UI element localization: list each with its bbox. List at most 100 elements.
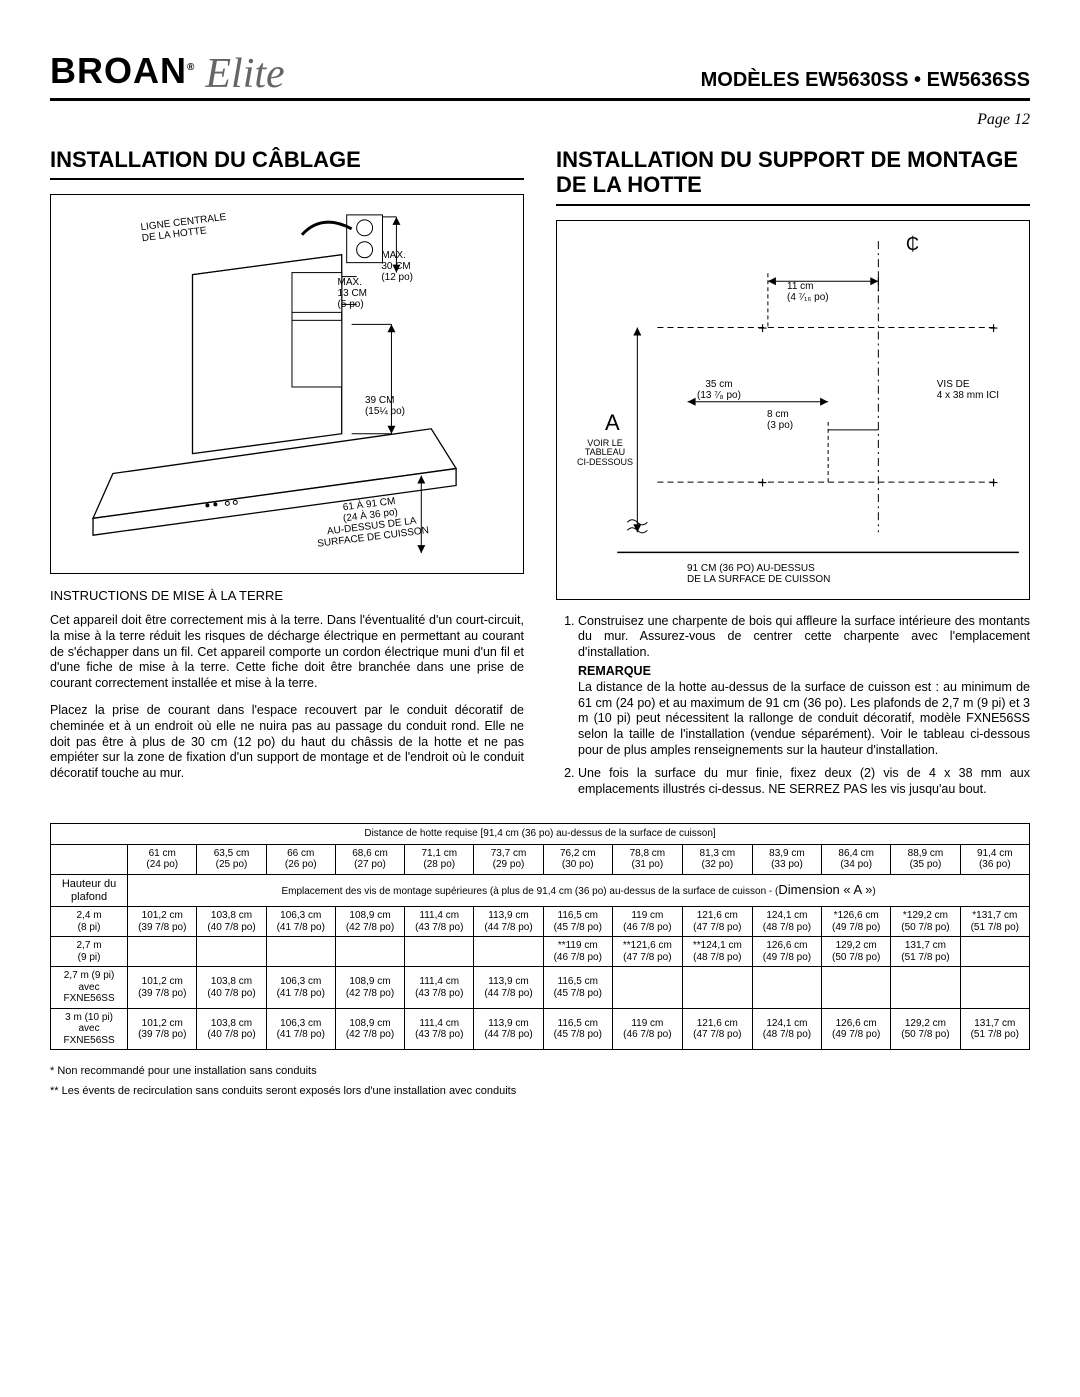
- table-row: 3 m (10 pi)avecFXNE56SS101,2 cm(39 7/8 p…: [51, 1008, 1030, 1050]
- instruction-1: Construisez une charpente de bois qui af…: [578, 614, 1030, 759]
- svg-text:+: +: [758, 319, 767, 337]
- text: 91 CM (36 PO) AU-DESSUS: [687, 563, 815, 574]
- text: (13 ⁷⁄₈ po): [697, 390, 741, 401]
- table-cell: 108,9 cm(42 7/8 po): [335, 967, 404, 1009]
- wiring-figure: LIGNE CENTRALE DE LA HOTTE MAX. 30 CM (1…: [50, 194, 524, 574]
- table-cell: [474, 937, 543, 967]
- dimension-table-wrap: Distance de hotte requise [91,4 cm (36 p…: [50, 823, 1030, 1050]
- table-col-header: 76,2 cm(30 po): [543, 844, 612, 874]
- instruction-2: Une fois la surface du mur finie, fixez …: [578, 766, 1030, 797]
- table-header-row: 61 cm(24 po)63,5 cm(25 po)66 cm(26 po)68…: [51, 844, 1030, 874]
- screw-label: VIS DE 4 x 38 mm ICI: [937, 379, 999, 401]
- table-cell: 126,6 cm(49 7/8 po): [822, 1008, 891, 1050]
- text: 35 cm: [705, 379, 732, 390]
- table-cell: 111,4 cm(43 7/8 po): [405, 1008, 474, 1050]
- text: (3 po): [767, 420, 793, 431]
- table-cell: *131,7 cm(51 7/8 po): [960, 907, 1029, 937]
- text: MAX.: [338, 277, 362, 288]
- table-col-header: 68,6 cm(27 po): [335, 844, 404, 874]
- table-cell: [960, 967, 1029, 1009]
- text: 30 CM: [381, 261, 410, 272]
- table-cell: 129,2 cm(50 7/8 po): [891, 1008, 960, 1050]
- table-cell: 116,5 cm(45 7/8 po): [543, 907, 612, 937]
- table-col-header: 88,9 cm(35 po): [891, 844, 960, 874]
- text: Emplacement des vis de montage supérieur…: [281, 886, 778, 897]
- text: ): [872, 886, 875, 897]
- table-col-header: 91,4 cm(36 po): [960, 844, 1029, 874]
- remarque-label: REMARQUE: [578, 664, 1030, 680]
- table-cell: 119 cm(46 7/8 po): [612, 1008, 682, 1050]
- brand-subname: Elite: [205, 58, 284, 92]
- dimension-table: Distance de hotte requise [91,4 cm (36 p…: [50, 823, 1030, 1050]
- table-cell: 124,1 cm(48 7/8 po): [752, 1008, 821, 1050]
- text: VOIR LE: [587, 438, 623, 448]
- table-cell: [682, 967, 752, 1009]
- bracket-figure: + + + +: [556, 220, 1030, 600]
- table-col-header: 81,3 cm(32 po): [682, 844, 752, 874]
- fig1-label-39: 39 CM (15¼ po): [365, 395, 405, 417]
- text: VIS DE: [937, 379, 970, 390]
- table-row: 2,4 m(8 pi)101,2 cm(39 7/8 po)103,8 cm(4…: [51, 907, 1030, 937]
- dimension-a-caption: Emplacement des vis de montage supérieur…: [128, 874, 1030, 906]
- right-instruction-list: Construisez une charpente de bois qui af…: [556, 614, 1030, 798]
- dim-8cm: 8 cm (3 po): [767, 409, 793, 431]
- table-col-header: 71,1 cm(28 po): [405, 844, 474, 874]
- table-row-label: 2,7 m(9 pi): [51, 937, 128, 967]
- table-cell: *129,2 cm(50 7/8 po): [891, 907, 960, 937]
- brand-name: BROAN®: [50, 50, 195, 92]
- table-corner: [51, 844, 128, 874]
- row-label-ceiling: Hauteur du plafond: [51, 874, 128, 906]
- table-cell: [960, 937, 1029, 967]
- brand-text: BROAN: [50, 50, 187, 91]
- text: (5 po): [338, 299, 364, 310]
- text: 8 cm: [767, 409, 789, 420]
- table-cell: 101,2 cm(39 7/8 po): [128, 907, 197, 937]
- table-cell: 103,8 cm(40 7/8 po): [197, 1008, 266, 1050]
- svg-text:+: +: [758, 474, 767, 492]
- text: TABLEAU: [585, 447, 625, 457]
- table-cell: [266, 937, 335, 967]
- table-col-header: 78,8 cm(31 po): [612, 844, 682, 874]
- table-cell: **119 cm(46 7/8 po): [543, 937, 612, 967]
- table-cell: [891, 967, 960, 1009]
- text: Dimension « A »: [778, 882, 872, 897]
- table-cell: 106,3 cm(41 7/8 po): [266, 1008, 335, 1050]
- table-cell: 131,7 cm(51 7/8 po): [891, 937, 960, 967]
- table-cell: *126,6 cm(49 7/8 po): [822, 907, 891, 937]
- text: 4 x 38 mm ICI: [937, 390, 999, 401]
- dim-11cm: 11 cm (4 ⁷⁄₁₆ po): [787, 281, 829, 303]
- table-cell: 126,6 cm(49 7/8 po): [752, 937, 821, 967]
- footnotes: * Non recommandé pour une installation s…: [50, 1062, 1030, 1102]
- table-cell: 111,4 cm(43 7/8 po): [405, 967, 474, 1009]
- table-cell: 131,7 cm(51 7/8 po): [960, 1008, 1029, 1050]
- remarque-text: La distance de la hotte au-dessus de la …: [578, 680, 1030, 758]
- text: plafond: [71, 891, 107, 903]
- text: MAX.: [381, 250, 405, 261]
- left-para-1: Cet appareil doit être correctement mis …: [50, 613, 524, 691]
- table-col-header: 73,7 cm(29 po): [474, 844, 543, 874]
- table-row-label: 3 m (10 pi)avecFXNE56SS: [51, 1008, 128, 1050]
- table-cell: [335, 937, 404, 967]
- table-cell: 113,9 cm(44 7/8 po): [474, 967, 543, 1009]
- wiring-figure-svg: [51, 195, 523, 573]
- centerline-symbol: ₵: [906, 235, 919, 255]
- page-number: Page 12: [50, 105, 1030, 147]
- table-cell: [197, 937, 266, 967]
- table-col-header: 66 cm(26 po): [266, 844, 335, 874]
- table-cell: 106,3 cm(41 7/8 po): [266, 907, 335, 937]
- grounding-subhead: INSTRUCTIONS DE MISE À LA TERRE: [50, 588, 524, 603]
- text: DE LA SURFACE DE CUISSON: [687, 574, 830, 585]
- dimension-a-label: A: [605, 411, 620, 435]
- text: (12 po): [381, 272, 413, 283]
- see-table-label: VOIR LE TABLEAU CI-DESSOUS: [577, 439, 633, 469]
- table-col-header: 83,9 cm(33 po): [752, 844, 821, 874]
- table-cell: **121,6 cm(47 7/8 po): [612, 937, 682, 967]
- dim-91cm: 91 CM (36 PO) AU-DESSUS DE LA SURFACE DE…: [687, 563, 830, 585]
- right-section-title: INSTALLATION DU SUPPORT DE MONTAGE DE LA…: [556, 147, 1030, 206]
- table-cell: 116,5 cm(45 7/8 po): [543, 1008, 612, 1050]
- left-column: INSTALLATION DU CÂBLAGE: [50, 147, 524, 805]
- table-cell: [612, 967, 682, 1009]
- text: (4 ⁷⁄₁₆ po): [787, 292, 829, 303]
- table-cell: 101,2 cm(39 7/8 po): [128, 1008, 197, 1050]
- text: CI-DESSOUS: [577, 457, 633, 467]
